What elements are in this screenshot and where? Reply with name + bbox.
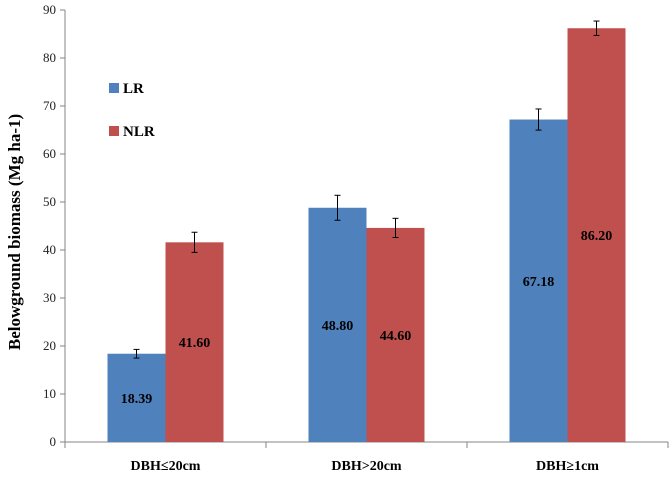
y-tick-label: 40 xyxy=(43,242,56,257)
y-tick-label: 90 xyxy=(43,2,56,17)
data-label: 18.39 xyxy=(121,392,153,407)
y-tick-label: 80 xyxy=(43,50,56,65)
data-labels: 18.39 41.60 48.80 44.60 67.18 86.20 xyxy=(121,229,613,407)
legend-label-lr: LR xyxy=(123,81,144,97)
legend-label-nlr: NLR xyxy=(123,124,155,140)
data-label: 44.60 xyxy=(380,329,412,344)
y-tick-label: 60 xyxy=(43,146,56,161)
bar-lr xyxy=(107,353,166,442)
y-tick-label: 70 xyxy=(43,98,56,113)
bar-nlr xyxy=(567,28,626,443)
y-tick-label: 50 xyxy=(43,194,56,209)
data-label: 86.20 xyxy=(581,229,613,244)
bars xyxy=(107,28,626,443)
data-label: 41.60 xyxy=(179,336,211,351)
bar-lr xyxy=(308,207,367,442)
error-bars xyxy=(133,20,600,359)
x-axis-category-labels: DBH≤20cm DBH>20cm DBH≥1cm xyxy=(131,459,600,474)
y-tick-label: 0 xyxy=(50,434,57,449)
y-axis-title: Belowground biomass (Mg ha-1) xyxy=(5,114,24,350)
bar-nlr xyxy=(366,227,425,442)
y-tick-label: 10 xyxy=(43,386,56,401)
bar-lr xyxy=(509,119,568,442)
data-label: 48.80 xyxy=(322,319,354,334)
y-tick-label: 20 xyxy=(43,338,56,353)
y-tick-label: 30 xyxy=(43,290,56,305)
legend: LR NLR xyxy=(109,81,155,140)
data-label: 67.18 xyxy=(523,275,555,290)
legend-swatch-lr xyxy=(109,83,119,93)
legend-swatch-nlr xyxy=(109,126,119,136)
x-category-label: DBH≥1cm xyxy=(536,459,599,474)
x-category-label: DBH>20cm xyxy=(331,459,402,474)
x-category-label: DBH≤20cm xyxy=(131,459,201,474)
bar-nlr xyxy=(165,242,224,442)
y-axis-ticks: 0 10 20 30 40 50 60 70 80 90 xyxy=(43,2,65,449)
